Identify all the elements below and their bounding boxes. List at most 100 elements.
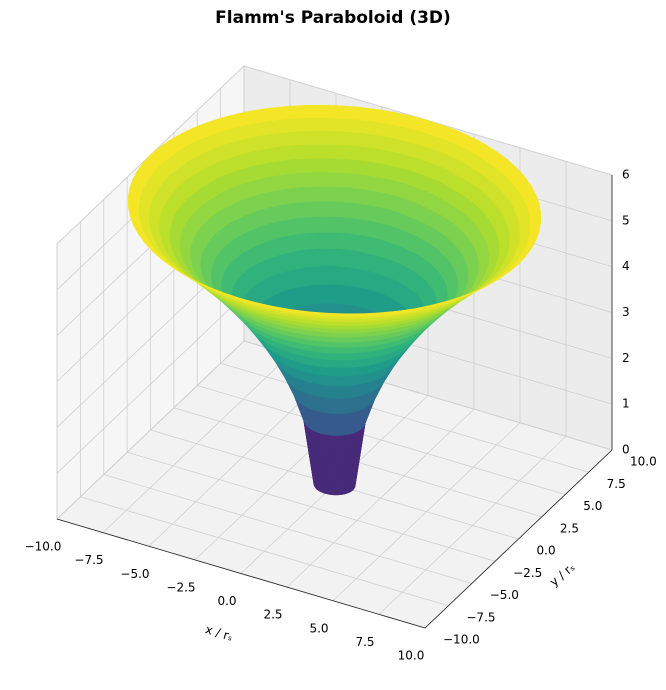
surface-patch bbox=[325, 172, 341, 188]
surface-patch bbox=[331, 359, 340, 368]
x-axis-label: x / rₛ bbox=[204, 622, 235, 644]
surface-patch bbox=[341, 332, 356, 338]
surface-patch bbox=[329, 341, 342, 348]
surface-patch bbox=[339, 352, 350, 361]
surface-patch bbox=[326, 186, 340, 203]
chart-title: Flamm's Paraboloid (3D) bbox=[215, 8, 451, 28]
grid-line bbox=[56, 294, 245, 474]
surface-patch bbox=[327, 216, 340, 234]
surface-patch bbox=[351, 173, 367, 191]
y-tick-label: 2.5 bbox=[560, 521, 579, 535]
surface-patch bbox=[340, 336, 354, 343]
z-tick-label: 0 bbox=[622, 443, 630, 457]
surface-patch bbox=[339, 347, 351, 354]
surface-patch bbox=[332, 385, 339, 399]
surface-patch bbox=[325, 375, 333, 387]
x-tick-label: −7.5 bbox=[74, 553, 103, 567]
surface-patch bbox=[342, 325, 359, 330]
x-tick-label: 5.0 bbox=[309, 621, 328, 635]
grid-line bbox=[80, 496, 449, 607]
surface-patch bbox=[323, 104, 342, 120]
surface-patch bbox=[324, 144, 341, 160]
surface-patch bbox=[296, 158, 314, 174]
x-tick-label: 7.5 bbox=[355, 635, 374, 649]
surface-patch bbox=[343, 318, 362, 323]
grid-line bbox=[127, 451, 496, 562]
y-tick-label: 10.0 bbox=[630, 455, 657, 469]
surface-patch bbox=[306, 117, 325, 132]
surface-patch bbox=[354, 146, 372, 163]
surface-patch bbox=[323, 117, 342, 133]
surface-patch bbox=[329, 332, 343, 338]
surface-patch bbox=[331, 375, 339, 387]
surface-patch bbox=[337, 375, 345, 387]
surface-patch bbox=[337, 248, 348, 268]
surface-patch bbox=[327, 312, 346, 317]
surface-patch bbox=[328, 232, 339, 250]
surface-patch bbox=[330, 346, 341, 354]
axis-line bbox=[56, 518, 426, 629]
surface-patch bbox=[313, 186, 328, 203]
surface-patch bbox=[292, 130, 311, 146]
surface-patch bbox=[324, 130, 342, 146]
surface-patch bbox=[338, 367, 347, 377]
x-tick-label: −5.0 bbox=[120, 567, 149, 581]
surface-patch bbox=[339, 158, 355, 175]
surface-patch bbox=[330, 352, 341, 361]
surface-patch bbox=[337, 232, 349, 251]
surface-patch bbox=[310, 158, 327, 173]
surface-patch bbox=[341, 328, 357, 334]
y-tick-label: −10.0 bbox=[443, 633, 480, 647]
y-tick-label: 7.5 bbox=[607, 477, 626, 491]
surface-patch bbox=[340, 131, 358, 147]
z-tick-label: 5 bbox=[622, 213, 630, 227]
surface-patch bbox=[305, 104, 325, 119]
surface-patch bbox=[338, 186, 353, 204]
y-tick-label: −5.0 bbox=[490, 588, 519, 602]
y-tick-label: −2.5 bbox=[513, 566, 542, 580]
surface-patch bbox=[339, 172, 354, 189]
x-tick-label: 10.0 bbox=[398, 649, 425, 663]
surface-patch bbox=[326, 385, 334, 399]
surface-patch bbox=[340, 105, 360, 121]
surface-patch bbox=[294, 144, 312, 160]
surface-patch bbox=[321, 351, 332, 361]
y-tick-label: −7.5 bbox=[466, 610, 495, 624]
surface-patch bbox=[338, 359, 348, 368]
surface-patch bbox=[339, 144, 357, 161]
x-tick-label: 2.5 bbox=[263, 608, 282, 622]
y-axis-label: y / rₛ bbox=[547, 560, 578, 589]
surface-patch bbox=[287, 104, 308, 120]
surface-patch bbox=[338, 201, 352, 219]
surface-patch bbox=[312, 172, 328, 188]
surface-patch bbox=[342, 321, 360, 326]
surface-patch bbox=[344, 313, 364, 317]
surface-patch bbox=[329, 336, 343, 343]
surface-patch bbox=[356, 119, 376, 136]
z-tick-label: 2 bbox=[622, 351, 630, 365]
surface-patch bbox=[309, 144, 327, 160]
surface-patch bbox=[324, 366, 333, 377]
surface-patch bbox=[357, 106, 378, 123]
surface-patch bbox=[308, 130, 326, 146]
surface-patch bbox=[340, 341, 353, 348]
z-tick-label: 6 bbox=[622, 168, 630, 182]
surface-patch bbox=[329, 265, 338, 285]
surface-patch bbox=[326, 201, 340, 218]
x-tick-label: −10.0 bbox=[25, 540, 62, 554]
x-tick-label: 0.0 bbox=[217, 594, 236, 608]
z-tick-label: 1 bbox=[622, 397, 630, 411]
x-tick-label: −2.5 bbox=[166, 580, 195, 594]
axis-line bbox=[424, 449, 613, 629]
surface-patch bbox=[325, 158, 341, 174]
grid-line bbox=[103, 474, 472, 584]
grid-line bbox=[220, 362, 589, 473]
surface-patch bbox=[322, 358, 333, 368]
z-tick-label: 3 bbox=[622, 305, 630, 319]
surface-patch bbox=[328, 248, 339, 267]
surface-patch bbox=[352, 159, 370, 177]
grid-line bbox=[56, 340, 245, 520]
z-tick-label: 4 bbox=[622, 259, 630, 273]
surface-patch bbox=[318, 232, 330, 250]
